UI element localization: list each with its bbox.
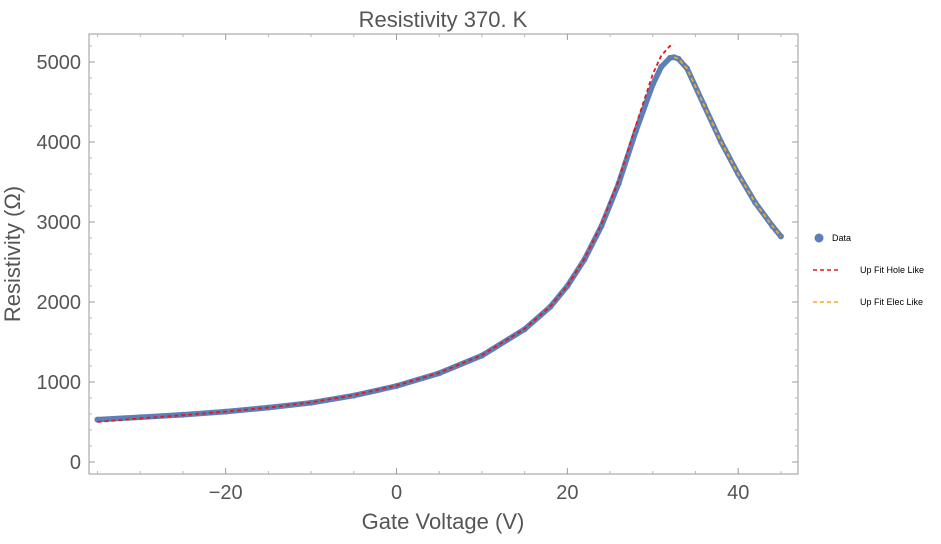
ticks-layer: −20 0 20 40 0 1000 2000 3000 4000 5000 <box>37 34 798 504</box>
series-hole-fit-line <box>97 44 675 423</box>
data-point <box>658 63 665 70</box>
legend-label-elec-fit: Up Fit Elec Like <box>860 297 923 307</box>
y-tick-label: 4000 <box>37 132 82 154</box>
data-point <box>308 399 315 406</box>
legend-label-hole-fit: Up Fit Hole Like <box>860 265 924 275</box>
y-tick-label: 3000 <box>37 212 82 234</box>
y-tick-label: 0 <box>70 452 81 474</box>
legend-label-data: Data <box>832 233 851 243</box>
series-data-band <box>94 54 784 423</box>
y-tick-label: 2000 <box>37 292 82 314</box>
plot-frame <box>88 33 799 475</box>
x-tick-label: 0 <box>391 482 402 504</box>
x-tick-label: 20 <box>556 482 578 504</box>
legend-swatch-data <box>814 233 824 243</box>
series-elec-fit-line <box>673 56 782 237</box>
series-layer <box>94 44 784 423</box>
y-tick-label: 1000 <box>37 372 82 394</box>
x-tick-label: 40 <box>727 482 749 504</box>
y-axis-title: Resistivity (Ω) <box>0 186 25 322</box>
x-tick-label: −20 <box>209 482 243 504</box>
x-axis-title: Gate Voltage (V) <box>362 509 525 534</box>
legend: Data Up Fit Hole Like Up Fit Elec Like <box>813 233 924 307</box>
data-point <box>649 81 656 88</box>
data-point <box>632 128 639 135</box>
y-tick-label: 5000 <box>37 52 82 74</box>
chart-title: Resistivity 370. K <box>359 7 528 32</box>
